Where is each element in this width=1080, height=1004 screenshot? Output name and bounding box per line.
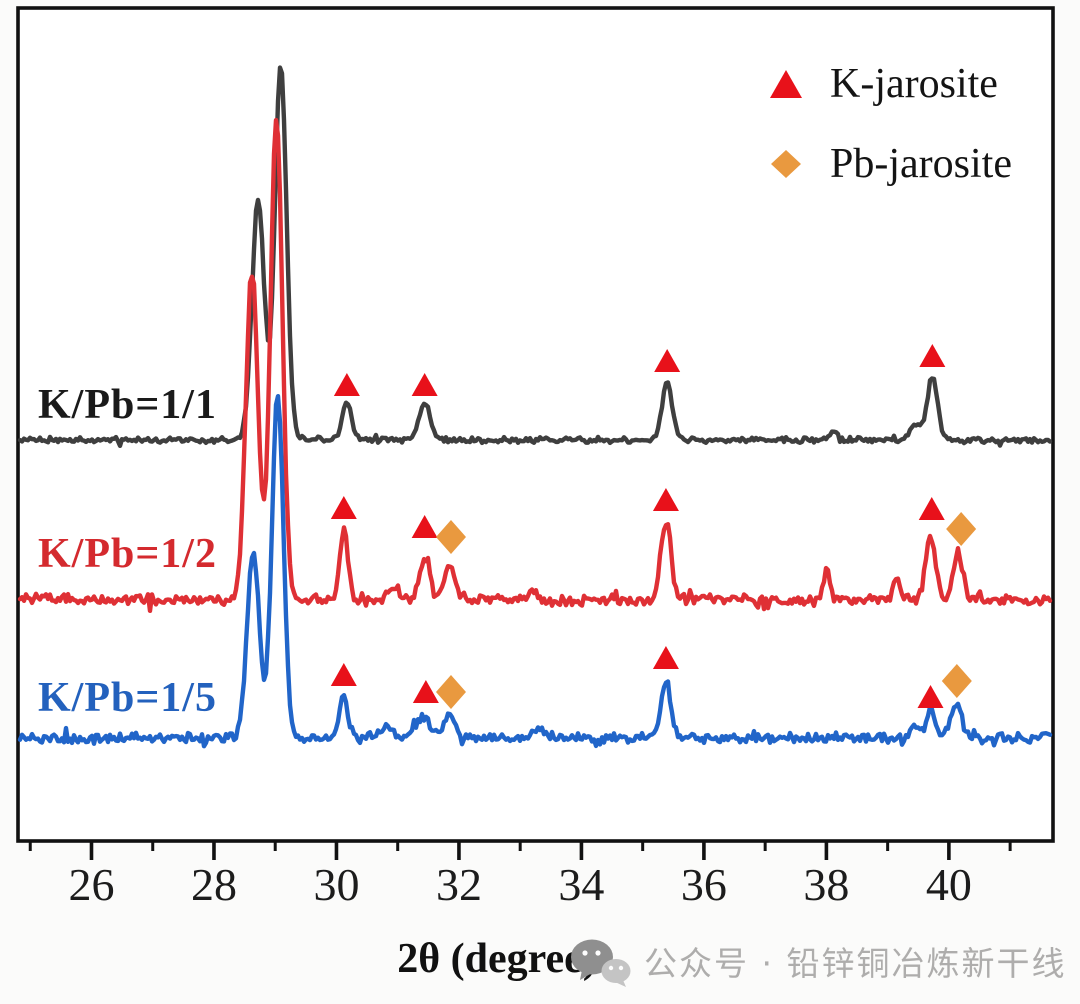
watermark: 公众号 · 铅锌铜冶炼新干线 <box>568 938 1066 988</box>
x-tick-label: 34 <box>558 859 605 910</box>
x-tick-label: 26 <box>68 859 115 910</box>
series-label-kpb-1-5: K/Pb=1/5 <box>38 675 217 721</box>
series-label-kpb-1-2: K/Pb=1/2 <box>38 531 217 577</box>
x-tick-label: 36 <box>680 859 727 910</box>
legend-item-pb-jarosite: Pb-jarosite <box>768 124 1012 204</box>
x-tick-label: 40 <box>925 859 972 910</box>
series-label-kpb-1-1: K/Pb=1/1 <box>38 382 217 428</box>
wechat-icon <box>571 939 631 987</box>
x-tick-label: 38 <box>803 859 850 910</box>
legend-triangle-marker <box>770 70 802 98</box>
watermark-text: 公众号 · 铅锌铜冶炼新干线 <box>644 943 1067 983</box>
x-axis-title: 2θ (degree) <box>397 936 597 982</box>
diamond-icon <box>771 150 801 178</box>
triangle-icon <box>770 70 802 98</box>
legend-item-k-jarosite: K-jarosite <box>768 44 1012 124</box>
legend: K-jarosite Pb-jarosite <box>768 44 1012 204</box>
legend-label-k-jarosite: K-jarosite <box>830 61 998 107</box>
x-tick-label: 28 <box>190 859 237 910</box>
legend-label-pb-jarosite: Pb-jarosite <box>830 141 1012 187</box>
legend-diamond-marker <box>771 150 801 178</box>
x-tick-label: 30 <box>313 859 360 910</box>
x-tick-label: 32 <box>435 859 482 910</box>
